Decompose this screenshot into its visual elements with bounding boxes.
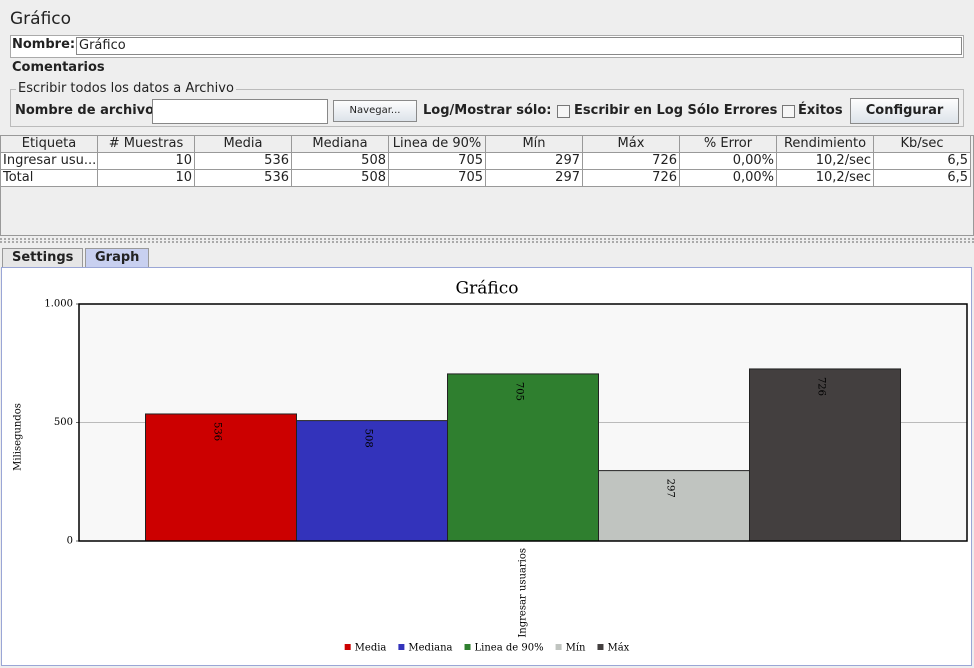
column-header: Linea de 90% — [389, 136, 486, 153]
column-header: Mín — [486, 136, 583, 153]
data-label: 297 — [665, 479, 676, 498]
table-cell: Ingresar usu... — [1, 153, 98, 170]
data-label: 705 — [514, 382, 525, 401]
table-cell: 10 — [98, 170, 195, 187]
table-cell: Total — [1, 170, 98, 187]
name-row — [10, 35, 964, 58]
file-label: Nombre de archivo — [15, 103, 155, 118]
bar — [598, 470, 750, 542]
table-cell: 0,00% — [680, 153, 777, 170]
table-cell: 0,00% — [680, 170, 777, 187]
table-cell: 705 — [389, 153, 486, 170]
table-cell: 705 — [389, 170, 486, 187]
bar — [447, 373, 599, 542]
tab[interactable]: Graph — [85, 248, 150, 268]
column-header: Rendimiento — [777, 136, 874, 153]
column-header: % Error — [680, 136, 777, 153]
success-label: Éxitos — [798, 103, 843, 118]
checkbox[interactable] — [557, 105, 570, 118]
table-cell: 508 — [292, 170, 389, 187]
data-label: 726 — [816, 377, 827, 396]
data-label: 536 — [212, 422, 223, 441]
table-cell: 726 — [583, 153, 680, 170]
splitter[interactable] — [0, 238, 974, 243]
legend-label: Máx — [607, 643, 629, 654]
legend-label: Linea de 90% — [475, 643, 544, 654]
legend-label: Media — [355, 643, 387, 654]
log-label: Log/Mostrar sólo: — [423, 103, 552, 118]
legend-swatch — [344, 644, 351, 650]
panel-title: Gráfico — [10, 9, 72, 29]
configure-button[interactable]: Configurar — [850, 98, 959, 124]
table-cell: 536 — [195, 170, 292, 187]
file-group-title: Escribir todos los datos a Archivo — [16, 81, 236, 96]
file-group — [10, 89, 964, 127]
column-header: Media — [195, 136, 292, 153]
comments-label: Comentarios — [12, 60, 105, 75]
legend-swatch — [555, 644, 562, 650]
legend-swatch — [597, 644, 604, 650]
errors-label: Escribir en Log Sólo Errores — [574, 103, 778, 118]
y-axis-label: Milisegundos — [13, 403, 24, 471]
bar — [749, 368, 901, 542]
table-cell: 726 — [583, 170, 680, 187]
table-cell: 10 — [98, 153, 195, 170]
table-cell: 10,2/sec — [777, 153, 874, 170]
file-input[interactable] — [152, 99, 328, 124]
results-table: Etiqueta # Muestras Media Mediana Linea de 9… — [0, 135, 974, 236]
legend-label: Mín — [566, 643, 586, 654]
legend-label: Mediana — [408, 643, 452, 654]
name-input[interactable]: Gráfico — [76, 37, 962, 55]
table-cell: 6,5 — [874, 170, 971, 187]
chart-title: Gráfico — [456, 279, 519, 299]
browse-button[interactable]: Navegar... — [333, 100, 417, 122]
table-cell: 10,2/sec — [777, 170, 874, 187]
y-tick-label: 500 — [54, 417, 73, 428]
legend-swatch — [398, 644, 405, 650]
name-label: Nombre: — [12, 37, 76, 52]
bar — [296, 420, 448, 542]
chart: Gráfico Milisegundos 0 500 1.000 536 508 705 2… — [1, 267, 972, 666]
plot-border — [78, 303, 968, 542]
column-header: Máx — [583, 136, 680, 153]
y-tick-label: 0 — [67, 536, 73, 547]
x-tick-label: Ingresar usuarios — [518, 548, 529, 638]
legend-swatch — [464, 644, 471, 650]
column-header: Mediana — [292, 136, 389, 153]
table-cell: 6,5 — [874, 153, 971, 170]
table-cell: 508 — [292, 153, 389, 170]
y-tick-label: 1.000 — [44, 299, 73, 310]
tab[interactable]: Settings — [2, 248, 84, 268]
column-header: # Muestras — [98, 136, 195, 153]
table-cell: 536 — [195, 153, 292, 170]
table-cell: 297 — [486, 153, 583, 170]
column-header: Etiqueta — [1, 136, 98, 153]
table-cell: 297 — [486, 170, 583, 187]
checkbox[interactable] — [782, 105, 795, 118]
column-header: Kb/sec — [874, 136, 971, 153]
data-label: 508 — [363, 429, 374, 448]
